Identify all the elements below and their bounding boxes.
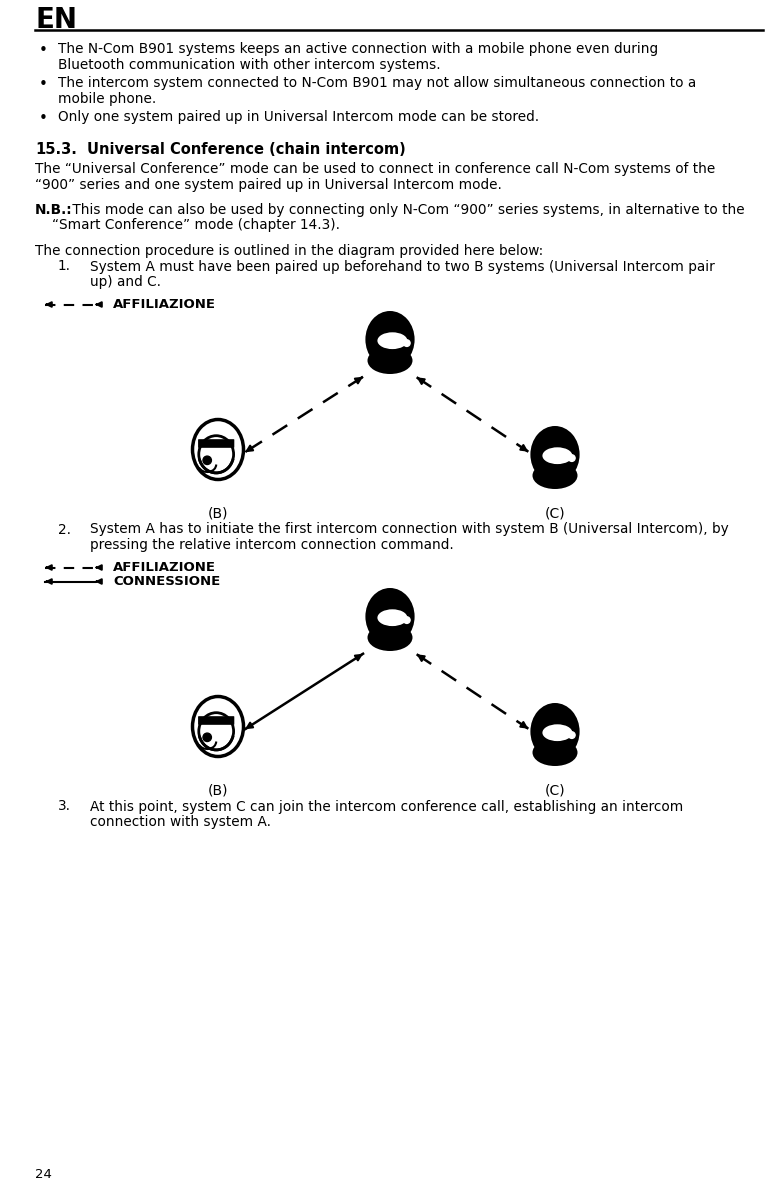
Ellipse shape [192,419,244,479]
Text: “Smart Conference” mode (chapter 14.3).: “Smart Conference” mode (chapter 14.3). [52,218,340,233]
Text: AFFILIAZIONE: AFFILIAZIONE [113,561,216,574]
Text: •: • [39,77,48,92]
Ellipse shape [533,739,577,766]
Text: EN: EN [35,6,77,34]
Ellipse shape [366,588,415,645]
Ellipse shape [366,311,415,368]
Text: The connection procedure is outlined in the diagram provided here below:: The connection procedure is outlined in … [35,244,544,257]
Ellipse shape [199,712,234,750]
Circle shape [203,456,212,464]
Text: System A must have been paired up beforehand to two B systems (Universal Interco: System A must have been paired up before… [90,260,715,274]
Text: (A): (A) [380,601,400,615]
Text: 3.: 3. [58,800,71,814]
Text: This mode can also be used by connecting only N-Com “900” series systems, in alt: This mode can also be used by connecting… [68,203,744,217]
Text: At this point, system C can join the intercom conference call, establishing an i: At this point, system C can join the int… [90,800,683,814]
Text: (C): (C) [544,507,565,521]
Text: CONNESSIONE: CONNESSIONE [113,575,220,588]
Text: connection with system A.: connection with system A. [90,815,271,829]
Ellipse shape [368,347,412,374]
Ellipse shape [199,436,234,472]
Text: 2.: 2. [58,522,71,536]
Ellipse shape [368,624,412,651]
Text: pressing the relative intercom connection command.: pressing the relative intercom connectio… [90,539,454,552]
FancyBboxPatch shape [199,439,234,448]
Text: N.B.:: N.B.: [35,203,73,217]
Circle shape [404,616,410,624]
Text: •: • [39,43,48,58]
Ellipse shape [530,426,580,483]
Text: up) and C.: up) and C. [90,275,161,289]
Text: The intercom system connected to N-Com B901 may not allow simultaneous connectio: The intercom system connected to N-Com B… [58,76,696,90]
Text: (B): (B) [208,783,228,797]
Text: “900” series and one system paired up in Universal Intercom mode.: “900” series and one system paired up in… [35,177,502,191]
Text: System A has to initiate the first intercom connection with system B (Universal : System A has to initiate the first inter… [90,522,729,536]
Text: (C): (C) [544,783,565,797]
Text: Only one system paired up in Universal Intercom mode can be stored.: Only one system paired up in Universal I… [58,110,539,124]
Ellipse shape [377,332,408,350]
Text: (B): (B) [208,507,228,521]
Text: The N-Com B901 systems keeps an active connection with a mobile phone even durin: The N-Com B901 systems keeps an active c… [58,43,658,56]
Text: 1.: 1. [58,260,71,274]
FancyBboxPatch shape [199,717,234,724]
Text: Universal Conference (chain intercom): Universal Conference (chain intercom) [87,143,406,157]
Ellipse shape [533,462,577,489]
Text: AFFILIAZIONE: AFFILIAZIONE [113,298,216,311]
Circle shape [569,455,575,462]
Text: •: • [39,111,48,126]
Circle shape [404,340,410,346]
Circle shape [569,732,575,738]
Ellipse shape [542,724,572,742]
Text: 15.3.: 15.3. [35,143,77,157]
Ellipse shape [530,703,580,761]
Ellipse shape [192,697,244,757]
Text: (A): (A) [380,325,400,339]
Text: mobile phone.: mobile phone. [58,91,156,105]
Ellipse shape [377,609,408,626]
Text: 24: 24 [35,1168,52,1181]
Text: Bluetooth communication with other intercom systems.: Bluetooth communication with other inter… [58,58,440,72]
Text: The “Universal Conference” mode can be used to connect in conference call N-Com : The “Universal Conference” mode can be u… [35,162,715,176]
Circle shape [203,733,212,742]
Ellipse shape [542,448,572,464]
